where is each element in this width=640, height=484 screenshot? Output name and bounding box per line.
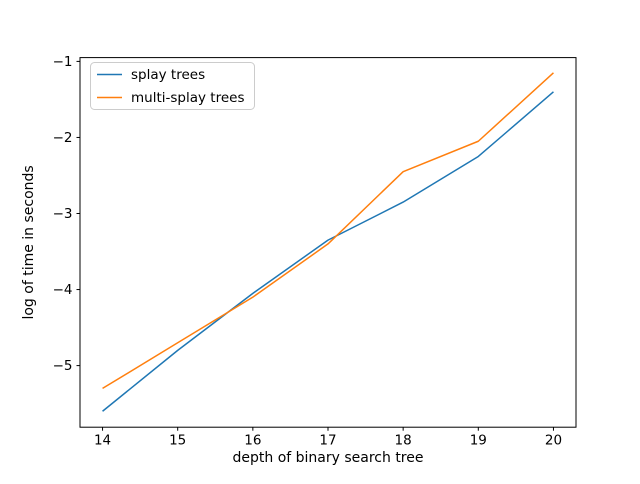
x-tick-label: 19 xyxy=(470,433,487,449)
x-tick-label: 15 xyxy=(169,433,186,449)
y-tick-label: −1 xyxy=(53,54,73,70)
plot-area-frame xyxy=(79,57,577,428)
x-tick-label: 14 xyxy=(94,433,111,449)
legend-entries: splay trees multi-splay trees xyxy=(97,67,244,106)
legend-box xyxy=(90,62,255,110)
legend-label: splay trees xyxy=(131,67,205,83)
x-axis-label: depth of binary search tree xyxy=(233,450,424,466)
y-tick-label: −2 xyxy=(53,130,73,146)
y-tick-label: −4 xyxy=(53,282,73,298)
legend-label: multi-splay trees xyxy=(131,90,244,106)
x-tick-label: 16 xyxy=(244,433,261,449)
y-axis-ticks: −5 −4 −3 −2 −1 xyxy=(53,54,80,374)
x-tick-label: 18 xyxy=(395,433,412,449)
x-axis-ticks: 14 15 16 17 18 19 20 xyxy=(94,427,562,449)
y-tick-label: −5 xyxy=(53,358,73,374)
y-tick-label: −3 xyxy=(53,206,73,222)
legend: splay trees multi-splay trees xyxy=(90,62,255,110)
y-axis-label: log of time in seconds xyxy=(21,165,37,319)
x-tick-label: 20 xyxy=(545,433,562,449)
x-tick-label: 17 xyxy=(319,433,336,449)
series-line-multi-splay-trees xyxy=(102,72,554,390)
series-line-splay-trees xyxy=(102,91,554,412)
data-series xyxy=(102,72,554,412)
